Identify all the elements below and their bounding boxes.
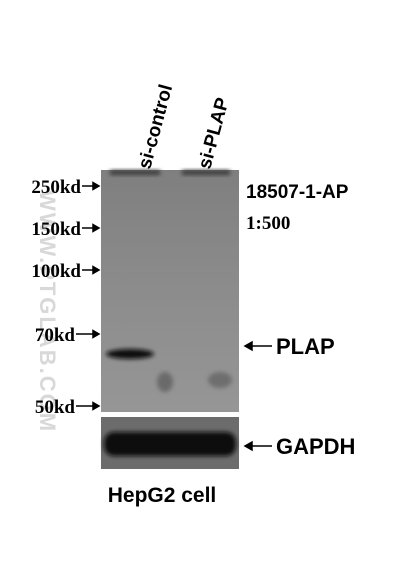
marker-label: 50kd [35,397,76,418]
dilution: 1:500 [246,213,290,234]
well [182,170,230,175]
marker-arrows [76,181,101,411]
marker-label: 250kd [31,177,81,198]
band-label: GAPDH [276,434,355,459]
band-arrows [243,340,272,452]
marker-label: 150kd [31,219,81,240]
well [110,170,160,175]
band-label: PLAP [276,334,335,359]
sample-label: HepG2 cell [108,484,217,507]
antibody: 18507-1-AP [246,182,349,203]
smear [157,372,173,392]
band [104,432,236,456]
membrane-upper [101,170,239,412]
marker-label: 100kd [31,261,81,282]
smear [208,372,232,388]
marker-label: 70kd [35,325,76,346]
watermark: WWW.PTGLAB.COM [35,190,60,433]
band [106,349,154,359]
